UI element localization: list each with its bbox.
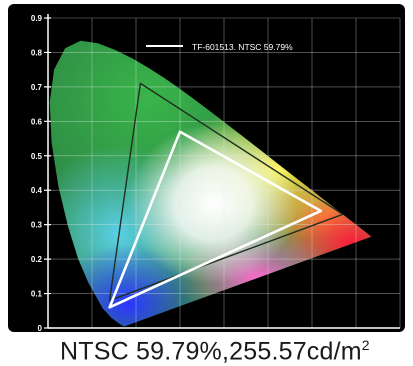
spectral-locus xyxy=(49,40,372,327)
y-tick-label: 0.2 xyxy=(31,255,43,264)
grid-lines xyxy=(48,17,401,328)
axes: 0.9 0.8 0.7 0.6 0.5 0.4 0.3 0.2 0.1 0 xyxy=(31,14,400,332)
y-tick-label: 0.7 xyxy=(31,83,43,92)
cie-chromaticity-chart: 0.9 0.8 0.7 0.6 0.5 0.4 0.3 0.2 0.1 0 TF-601513. … xyxy=(31,14,401,332)
reference-gamut-triangle xyxy=(108,82,344,302)
y-tick-label: 0.9 xyxy=(31,14,43,23)
y-tick-label: 0.1 xyxy=(31,290,43,299)
gamut-triangles xyxy=(108,82,344,309)
y-tick-label: 0.3 xyxy=(31,221,43,230)
caption-main: NTSC 59.79%,255.57cd/m xyxy=(60,337,362,366)
chart-caption: NTSC 59.79%,255.57cd/m2 xyxy=(60,337,370,366)
y-tick-label: 0 xyxy=(38,324,43,332)
legend-label: TF-601513. NTSC 59.79% xyxy=(192,42,293,52)
y-tick-label: 0.4 xyxy=(31,186,43,195)
legend: TF-601513. NTSC 59.79% xyxy=(146,42,293,52)
chart-frame: 0.9 0.8 0.7 0.6 0.5 0.4 0.3 0.2 0.1 0 TF-601513. … xyxy=(8,4,405,332)
y-tick-label: 0.8 xyxy=(31,48,43,57)
measured-gamut-triangle xyxy=(108,130,323,309)
caption-superscript: 2 xyxy=(361,337,370,353)
y-tick-label: 0.5 xyxy=(31,152,43,161)
y-tick-label: 0.6 xyxy=(31,117,43,126)
